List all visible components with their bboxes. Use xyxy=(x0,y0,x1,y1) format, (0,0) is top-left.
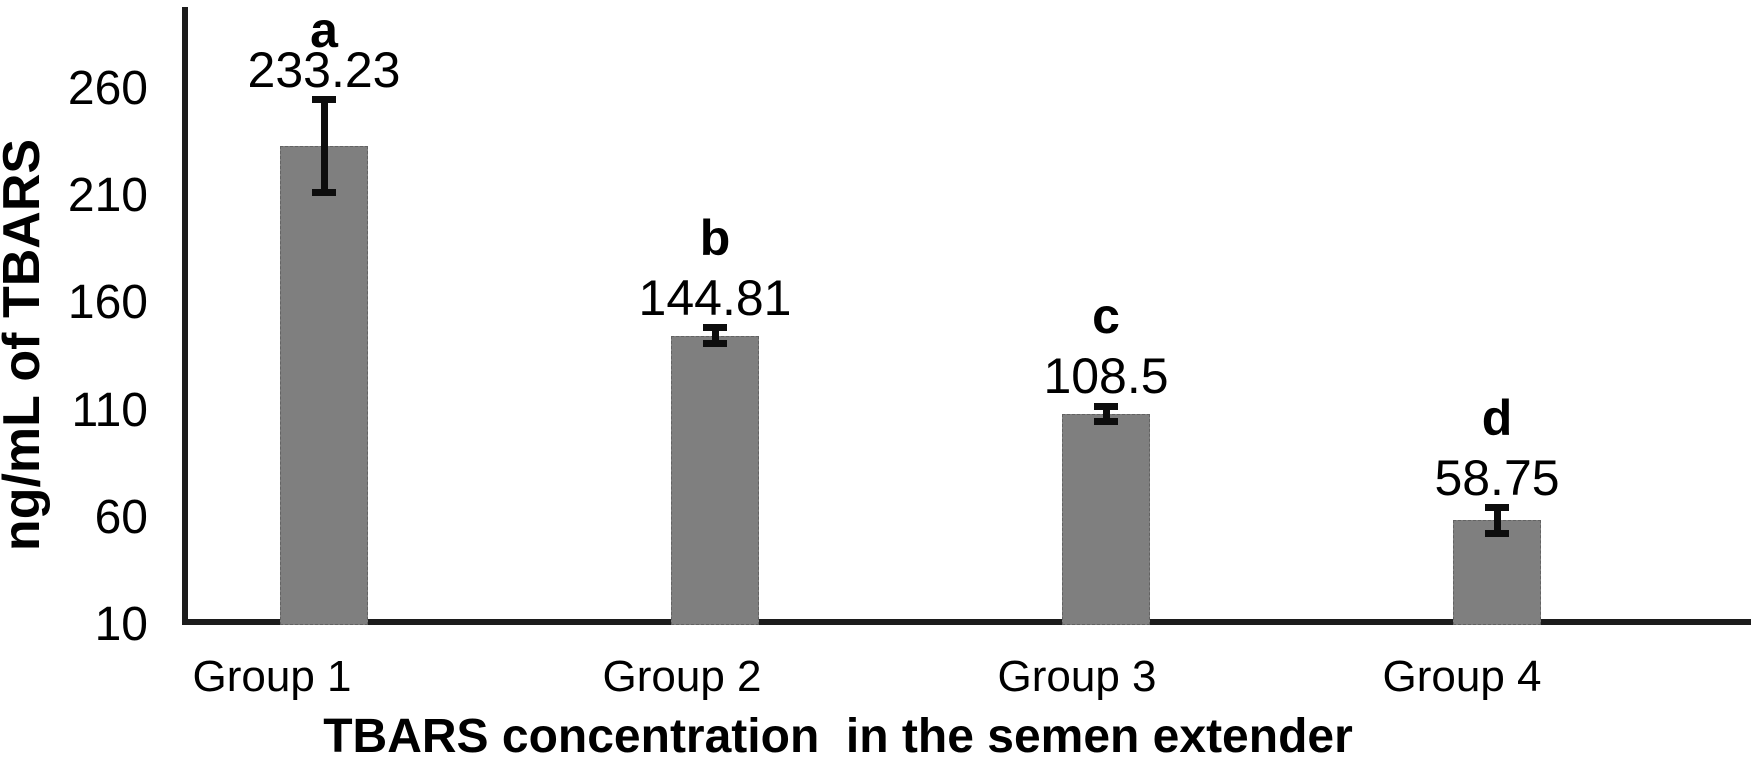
error-bar-cap-top xyxy=(312,96,336,104)
y-axis-tick-label: 60 xyxy=(94,490,148,544)
y-axis-tick-label: 10 xyxy=(94,598,148,651)
y-axis-tick-label: 210 xyxy=(67,169,148,222)
error-bar-whisker xyxy=(1493,507,1501,534)
error-bar-cap-bottom xyxy=(312,189,336,197)
error-bar-cap-top xyxy=(1094,402,1118,410)
bar-group-1 xyxy=(280,146,368,625)
x-axis-line xyxy=(182,619,1751,625)
y-axis-tick-label: 110 xyxy=(71,383,148,437)
error-bar-cap-bottom xyxy=(703,340,727,348)
error-bar-whisker xyxy=(320,99,328,193)
error-bar-cap-top xyxy=(1485,504,1509,512)
bar-value-label: 233.23 xyxy=(247,41,401,98)
significance-letter: d xyxy=(1481,389,1513,446)
significance-letter: c xyxy=(1092,288,1120,345)
x-category-label: Group 3 xyxy=(997,652,1157,701)
bar-value-label: 58.75 xyxy=(1434,449,1560,506)
error-bar-cap-top xyxy=(703,324,727,332)
x-category-label: Group 1 xyxy=(192,652,352,701)
error-bar-whisker xyxy=(711,327,719,344)
bar-value-label: 144.81 xyxy=(638,269,792,326)
significance-letter: b xyxy=(699,209,731,266)
bar-group-4 xyxy=(1453,520,1541,625)
error-bar-cap-bottom xyxy=(1094,417,1118,425)
bar-group-3 xyxy=(1062,413,1150,625)
bar-value-label: 108.5 xyxy=(1043,348,1169,405)
error-bar-whisker xyxy=(1102,406,1110,422)
y-axis-tick-label: 260 xyxy=(67,61,148,115)
x-category-label: Group 4 xyxy=(1382,652,1542,701)
x-axis-title: TBARS concentration in the semen extende… xyxy=(323,710,1353,763)
bar-group-2 xyxy=(671,335,759,625)
x-category-label: Group 2 xyxy=(602,652,762,701)
significance-letter: a xyxy=(310,2,338,58)
y-axis-tick-label: 160 xyxy=(67,276,148,330)
error-bar-cap-bottom xyxy=(1485,529,1509,537)
y-axis-line xyxy=(182,7,188,625)
